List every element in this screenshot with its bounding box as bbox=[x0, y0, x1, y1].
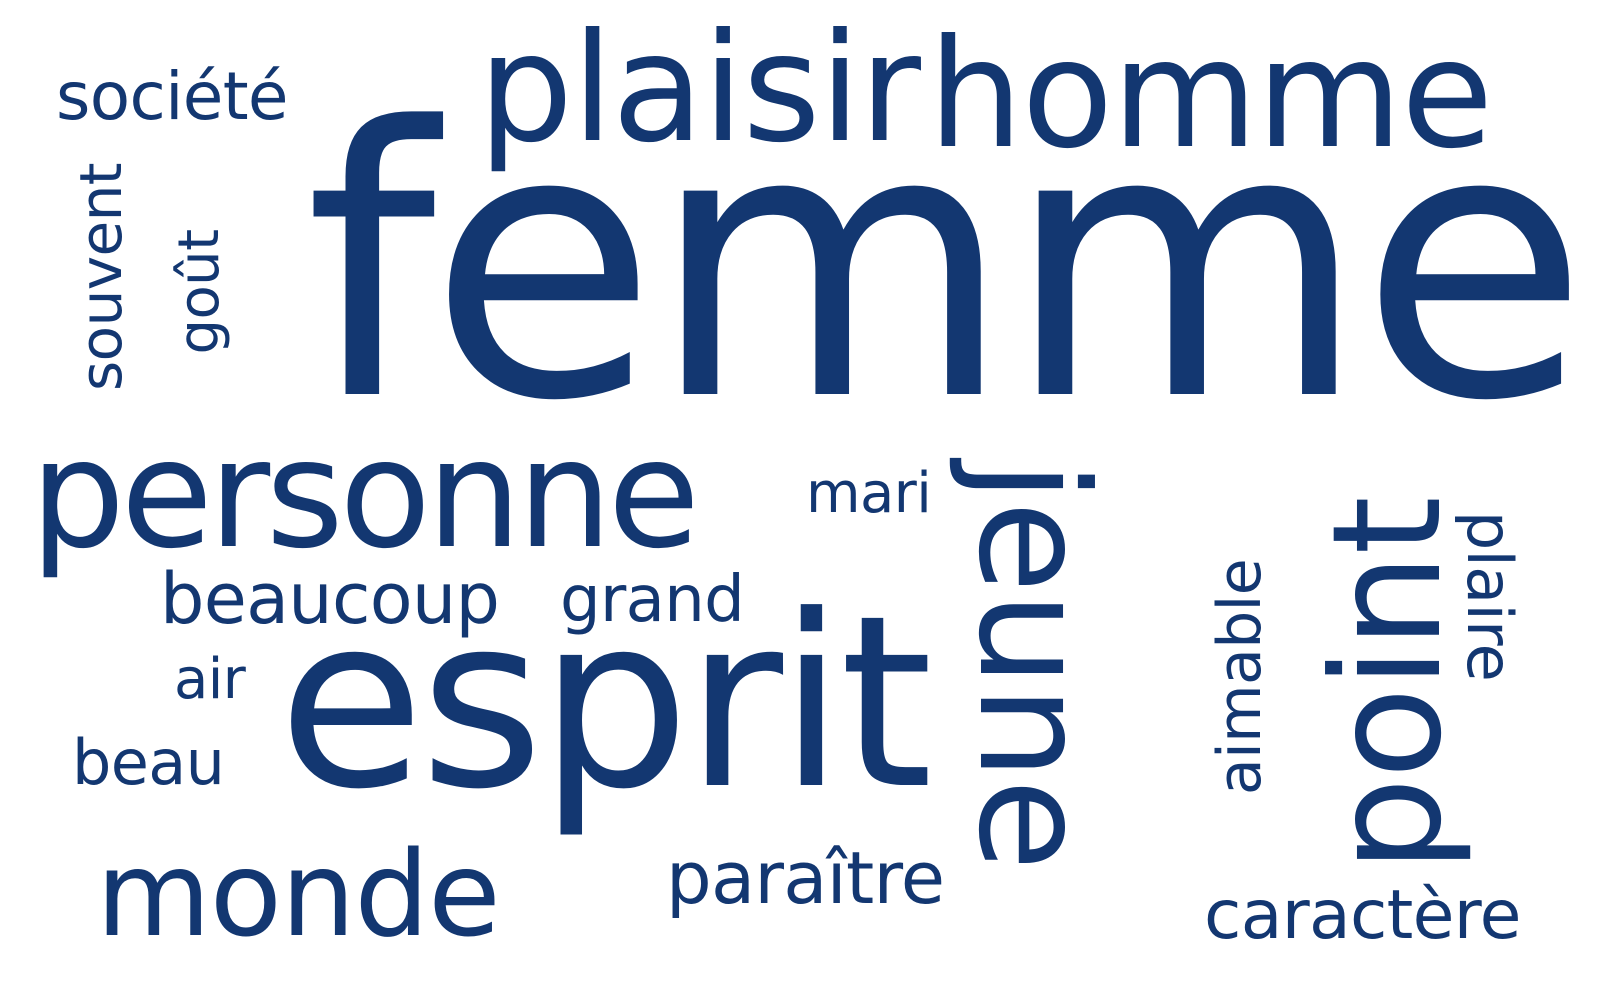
word-beaucoup: beaucoup bbox=[160, 558, 500, 640]
word-paraitre: paraître bbox=[666, 836, 945, 920]
word-homme: homme bbox=[928, 8, 1493, 182]
word-societe: société bbox=[56, 58, 289, 135]
word-caractere: caractère bbox=[1204, 876, 1521, 955]
word-souvent: souvent bbox=[67, 163, 135, 391]
word-esprit: esprit bbox=[278, 565, 933, 842]
word-beau: beau bbox=[72, 726, 225, 799]
word-point: point bbox=[1301, 497, 1475, 873]
word-femme: femme bbox=[305, 49, 1589, 482]
word-plaire: plaire bbox=[1453, 510, 1526, 682]
word-air: air bbox=[174, 647, 246, 712]
word-grand: grand bbox=[560, 563, 745, 637]
word-personne: personne bbox=[30, 408, 700, 582]
word-plaisir: plaisir bbox=[478, 2, 921, 176]
word-monde: monde bbox=[96, 825, 501, 963]
word-mari: mari bbox=[806, 461, 932, 526]
word-gout: goût bbox=[167, 229, 232, 355]
word-jeune: jeune bbox=[945, 460, 1119, 870]
word-aimable: aimable bbox=[1205, 558, 1275, 796]
